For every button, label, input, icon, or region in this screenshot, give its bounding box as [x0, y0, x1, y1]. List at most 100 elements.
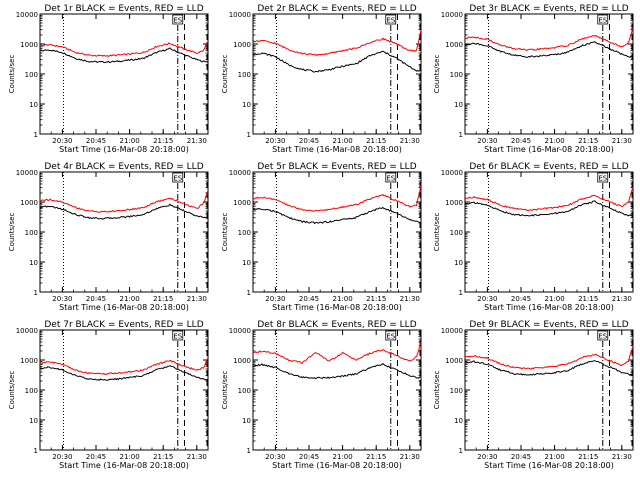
- lld-series-line: [40, 358, 208, 376]
- y-tick-label: 100: [450, 229, 463, 237]
- y-axis-label: Counts/sec: [433, 213, 441, 252]
- y-tick-label: 1000: [233, 41, 251, 49]
- events-series-line: [465, 41, 633, 58]
- x-tick-label: 21:15: [153, 453, 173, 461]
- y-tick-label: 1000: [20, 199, 38, 207]
- events-series-line: [253, 206, 421, 225]
- y-axis-label: Counts/sec: [8, 371, 16, 410]
- detector-panel-5: Det 5r BLACK = Events, RED = LLD 1 10 100 10…: [221, 162, 422, 312]
- x-tick-label: 21:30: [187, 137, 207, 145]
- panel-title: Det 9r BLACK = Events, RED = LLD: [469, 320, 628, 330]
- x-tick-label: 20:45: [511, 137, 531, 145]
- y-tick-label: 1: [34, 131, 38, 139]
- events-series-line: [465, 360, 633, 377]
- y-axis-label: Counts/sec: [8, 213, 16, 252]
- y-tick-label: 1000: [445, 41, 463, 49]
- x-axis-label: Start Time (16-Mar-08 20:18:00): [272, 303, 402, 312]
- y-tick-label: 10000: [229, 327, 251, 335]
- x-tick-label: 21:30: [400, 137, 420, 145]
- x-tick-label: 21:15: [578, 295, 598, 303]
- x-tick-label: 21:30: [400, 295, 420, 303]
- events-series-line: [253, 50, 421, 73]
- events-series-line: [40, 203, 208, 220]
- panel-title: Det 5r BLACK = Events, RED = LLD: [257, 162, 416, 172]
- y-tick-label: 100: [450, 71, 463, 79]
- es-box: [172, 330, 184, 341]
- y-tick-label: 1: [247, 131, 251, 139]
- x-tick-label: 20:30: [52, 453, 72, 461]
- plot-frame: [39, 171, 209, 293]
- x-tick-label: 20:45: [299, 453, 319, 461]
- y-tick-label: 1000: [20, 357, 38, 365]
- x-tick-label: 21:00: [333, 137, 353, 145]
- lld-series-line: [253, 29, 421, 57]
- lld-series-line: [465, 27, 633, 52]
- events-series-line: [465, 200, 633, 217]
- x-tick-label: 21:00: [333, 453, 353, 461]
- x-tick-label: 21:15: [366, 137, 386, 145]
- x-tick-label: 21:00: [545, 137, 565, 145]
- y-tick-label: 100: [25, 387, 38, 395]
- plot-frame: [464, 13, 634, 135]
- panel-title: Det 1r BLACK = Events, RED = LLD: [44, 4, 203, 14]
- x-tick-label: 21:30: [187, 453, 207, 461]
- lld-series-line: [253, 341, 421, 364]
- es-label: ES: [173, 333, 182, 341]
- es-label: ES: [598, 175, 607, 183]
- x-tick-label: 20:45: [511, 295, 531, 303]
- es-label: ES: [173, 17, 182, 25]
- y-tick-label: 1000: [445, 357, 463, 365]
- detector-panel-4: Det 4r BLACK = Events, RED = LLD 1 10 100 10…: [8, 162, 209, 312]
- y-axis-label: Counts/sec: [221, 213, 229, 252]
- events-series-line: [40, 47, 208, 64]
- lld-series-line: [40, 190, 208, 213]
- x-tick-label: 20:45: [299, 137, 319, 145]
- y-tick-label: 10: [29, 101, 38, 109]
- es-box: [597, 172, 609, 183]
- x-axis-label: Start Time (16-Mar-08 20:18:00): [484, 145, 614, 154]
- x-tick-label: 21:00: [120, 295, 140, 303]
- events-series-line: [253, 363, 421, 380]
- x-tick-label: 21:00: [120, 453, 140, 461]
- y-tick-label: 1000: [20, 41, 38, 49]
- plot-frame: [252, 13, 422, 135]
- plot-frame: [252, 329, 422, 451]
- y-tick-label: 10: [29, 417, 38, 425]
- x-tick-label: 20:45: [511, 453, 531, 461]
- x-tick-label: 20:30: [52, 137, 72, 145]
- es-label: ES: [386, 333, 395, 341]
- plot-frame: [464, 329, 634, 451]
- es-box: [385, 330, 397, 341]
- x-tick-label: 20:30: [477, 295, 497, 303]
- y-tick-label: 10000: [16, 327, 38, 335]
- x-tick-label: 20:30: [477, 453, 497, 461]
- x-tick-label: 21:15: [578, 453, 598, 461]
- x-tick-label: 20:45: [299, 295, 319, 303]
- y-tick-label: 10000: [16, 169, 38, 177]
- x-axis-label: Start Time (16-Mar-08 20:18:00): [272, 145, 402, 154]
- es-box: [172, 172, 184, 183]
- lld-series-line: [253, 184, 421, 212]
- es-label: ES: [173, 175, 182, 183]
- x-tick-label: 21:30: [187, 295, 207, 303]
- x-tick-label: 21:15: [578, 137, 598, 145]
- y-tick-label: 10: [242, 259, 251, 267]
- y-tick-label: 10: [242, 417, 251, 425]
- y-tick-label: 100: [25, 229, 38, 237]
- x-tick-label: 20:45: [86, 453, 106, 461]
- y-tick-label: 1: [459, 447, 463, 455]
- es-label: ES: [598, 17, 607, 25]
- plot-frame: [464, 171, 634, 293]
- x-tick-label: 21:30: [612, 137, 632, 145]
- y-tick-label: 1: [34, 289, 38, 297]
- es-box: [597, 330, 609, 341]
- y-axis-label: Counts/sec: [8, 55, 16, 94]
- x-tick-label: 20:30: [265, 137, 285, 145]
- x-tick-label: 21:30: [612, 453, 632, 461]
- x-axis-label: Start Time (16-Mar-08 20:18:00): [59, 145, 189, 154]
- x-tick-label: 21:30: [612, 295, 632, 303]
- panel-title: Det 6r BLACK = Events, RED = LLD: [469, 162, 628, 172]
- panel-title: Det 2r BLACK = Events, RED = LLD: [257, 4, 416, 14]
- y-axis-label: Counts/sec: [221, 55, 229, 94]
- panel-title: Det 7r BLACK = Events, RED = LLD: [44, 320, 203, 330]
